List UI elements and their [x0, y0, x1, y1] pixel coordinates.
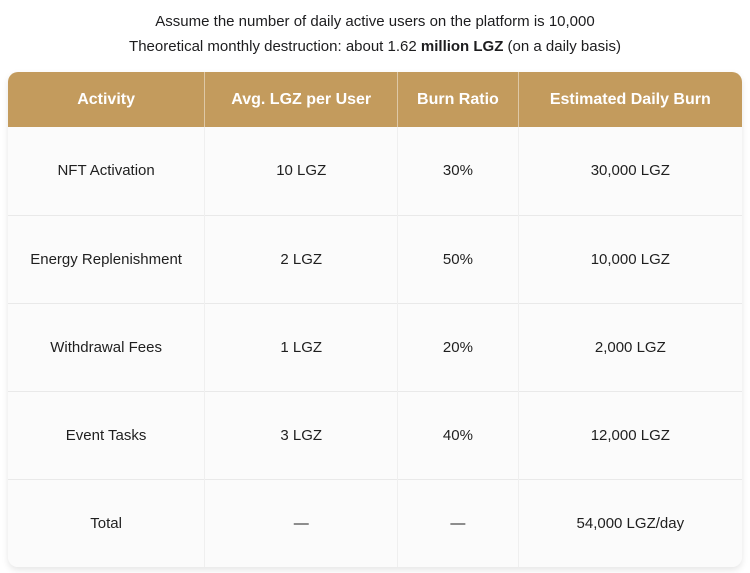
cell-burn-ratio: 30%	[397, 127, 519, 215]
cell-activity: Energy Replenishment	[8, 214, 205, 303]
cell-burn-ratio: 40%	[397, 390, 519, 479]
table-row-withdrawal-fees: Withdrawal Fees 1 LGZ 20% 2,000 LGZ	[8, 302, 742, 391]
cell-daily-burn: 30,000 LGZ	[517, 127, 742, 215]
table-row-event-tasks: Event Tasks 3 LGZ 40% 12,000 LGZ	[8, 390, 742, 479]
cell-daily-burn: 54,000 LGZ/day	[517, 478, 742, 567]
cell-activity: Total	[8, 478, 205, 567]
cell-avg-lgz: 3 LGZ	[204, 390, 398, 479]
column-header-avg-lgz-per-user: Avg. LGZ per User	[204, 72, 398, 127]
cell-avg-lgz: 10 LGZ	[204, 127, 398, 215]
cell-burn-ratio: —	[397, 478, 519, 567]
column-header-burn-ratio: Burn Ratio	[397, 72, 519, 127]
intro-line-2-prefix: Theoretical monthly destruction: about 1…	[129, 38, 421, 55]
cell-daily-burn: 12,000 LGZ	[517, 390, 742, 479]
column-header-activity: Activity	[8, 72, 205, 127]
intro-caption: Assume the number of daily active users …	[0, 0, 750, 59]
burn-table-container: Activity Avg. LGZ per User Burn Ratio Es…	[8, 72, 742, 567]
intro-line-2-bold: million LGZ	[420, 38, 504, 55]
cell-activity: NFT Activation	[8, 127, 205, 215]
table-row-total: Total — — 54,000 LGZ/day	[8, 478, 742, 567]
table-row-energy-replenishment: Energy Replenishment 2 LGZ 50% 10,000 LG…	[8, 214, 742, 303]
intro-line-1: Assume the number of daily active users …	[155, 13, 595, 30]
cell-activity: Event Tasks	[8, 390, 205, 479]
cell-daily-burn: 10,000 LGZ	[517, 214, 742, 303]
cell-avg-lgz: —	[204, 478, 398, 567]
table-row-nft-activation: NFT Activation 10 LGZ 30% 30,000 LGZ	[8, 127, 742, 215]
cell-activity: Withdrawal Fees	[8, 302, 205, 391]
cell-burn-ratio: 20%	[397, 302, 519, 391]
intro-line-2-suffix: (on a daily basis)	[503, 38, 621, 55]
intro-line-2: Theoretical monthly destruction: about 1…	[0, 34, 750, 59]
header-row: Activity Avg. LGZ per User Burn Ratio Es…	[8, 72, 742, 127]
column-header-estimated-daily-burn: Estimated Daily Burn	[517, 72, 742, 127]
cell-avg-lgz: 2 LGZ	[204, 214, 398, 303]
cell-daily-burn: 2,000 LGZ	[517, 302, 742, 391]
cell-avg-lgz: 1 LGZ	[204, 302, 398, 391]
cell-burn-ratio: 50%	[397, 214, 519, 303]
burn-table: Activity Avg. LGZ per User Burn Ratio Es…	[8, 72, 742, 567]
